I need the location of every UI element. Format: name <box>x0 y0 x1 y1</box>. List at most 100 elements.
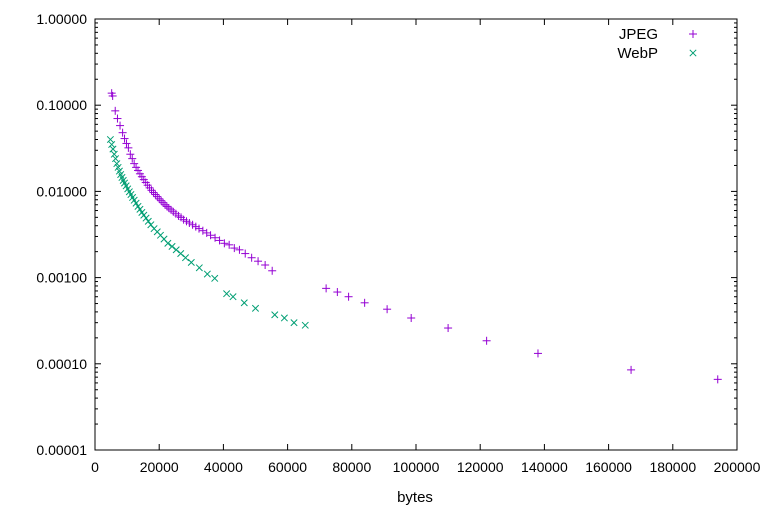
data-point <box>160 200 169 209</box>
data-point <box>108 91 117 100</box>
data-point <box>247 253 256 262</box>
data-point <box>211 274 219 282</box>
series-webp <box>106 135 309 329</box>
data-point <box>271 311 279 319</box>
data-point <box>241 249 250 258</box>
data-point <box>225 240 234 249</box>
data-point <box>144 217 152 225</box>
data-point <box>172 246 180 254</box>
series-jpeg <box>107 89 722 384</box>
data-point <box>109 145 117 153</box>
x-tick-label: 40000 <box>204 459 243 475</box>
y-axis: 1.00000 0.10000 0.01000 0.00100 0.00010 0.000… <box>36 11 737 458</box>
data-point <box>383 305 392 314</box>
x-tick-label: 140000 <box>521 459 568 475</box>
data-point <box>136 205 144 213</box>
data-point <box>130 159 139 168</box>
data-point <box>229 293 237 301</box>
x-tick-label: 0 <box>91 459 99 475</box>
series-layer <box>106 89 722 384</box>
x-tick-label: 100000 <box>393 459 440 475</box>
data-point <box>181 254 190 262</box>
legend-marker <box>689 30 697 38</box>
data-point <box>407 313 416 322</box>
data-point <box>118 128 127 137</box>
data-point <box>122 139 131 148</box>
data-point <box>187 258 195 266</box>
data-point <box>261 261 270 270</box>
data-point <box>113 160 121 168</box>
data-point <box>482 336 491 345</box>
y-tick-label: 0.00001 <box>36 442 87 458</box>
data-point <box>206 231 215 240</box>
data-point <box>120 134 129 143</box>
data-point <box>301 321 309 329</box>
data-point <box>223 290 231 298</box>
data-point <box>151 190 160 199</box>
data-point <box>215 236 224 245</box>
x-tick-label: 180000 <box>649 459 696 475</box>
data-point <box>113 114 122 123</box>
data-point <box>126 150 135 159</box>
x-tick-label: 120000 <box>457 459 504 475</box>
data-point <box>132 199 140 207</box>
data-point <box>114 163 122 171</box>
x-axis: 0 20000 40000 60000 80000 100000 120000 140000 1… <box>91 19 761 475</box>
data-point <box>168 242 176 250</box>
y-tick-label: 0.10000 <box>36 97 87 113</box>
data-point <box>110 150 118 158</box>
data-point <box>268 266 277 275</box>
y-tick-label: 0.00010 <box>36 356 87 372</box>
data-point <box>713 375 722 384</box>
data-point <box>142 214 150 222</box>
data-point <box>128 154 137 163</box>
x-tick-label: 60000 <box>268 459 307 475</box>
y-tick-label: 1.00000 <box>36 11 87 27</box>
legend: JPEG WebP <box>617 26 697 62</box>
legend-label: WebP <box>617 45 658 62</box>
data-point <box>627 365 636 374</box>
legend-marker <box>689 49 697 57</box>
x-tick-label: 80000 <box>332 459 371 475</box>
data-point <box>344 292 353 301</box>
data-point <box>155 194 164 203</box>
data-point <box>230 244 239 253</box>
data-point <box>111 106 120 115</box>
data-point <box>191 222 200 231</box>
data-point <box>533 349 542 358</box>
data-point <box>195 224 204 233</box>
data-point <box>124 143 133 152</box>
data-point <box>220 239 229 248</box>
data-point <box>185 218 194 227</box>
data-point <box>251 304 260 312</box>
data-point <box>108 140 116 149</box>
data-point <box>188 220 197 229</box>
legend-label: JPEG <box>619 26 658 43</box>
x-tick-label: 20000 <box>140 459 179 475</box>
data-point <box>134 166 143 175</box>
data-point <box>195 264 203 272</box>
data-point <box>235 245 244 254</box>
y-tick-label: 0.00100 <box>36 270 87 286</box>
data-point <box>203 270 211 278</box>
data-point <box>360 298 369 307</box>
x-tick-label: 160000 <box>585 459 632 475</box>
data-point <box>333 288 342 297</box>
x-axis-label: bytes <box>397 489 433 506</box>
data-point <box>444 324 453 333</box>
data-point <box>290 319 298 327</box>
data-point <box>149 188 158 197</box>
data-point <box>280 314 288 322</box>
data-point <box>211 233 220 242</box>
y-tick-label: 0.01000 <box>36 183 87 199</box>
data-point <box>159 198 168 207</box>
data-point <box>157 196 166 205</box>
data-point <box>164 239 172 247</box>
data-point <box>254 257 263 266</box>
data-point <box>116 121 125 130</box>
x-tick-label: 200000 <box>714 459 761 475</box>
data-point <box>162 202 171 211</box>
data-point <box>322 284 331 293</box>
